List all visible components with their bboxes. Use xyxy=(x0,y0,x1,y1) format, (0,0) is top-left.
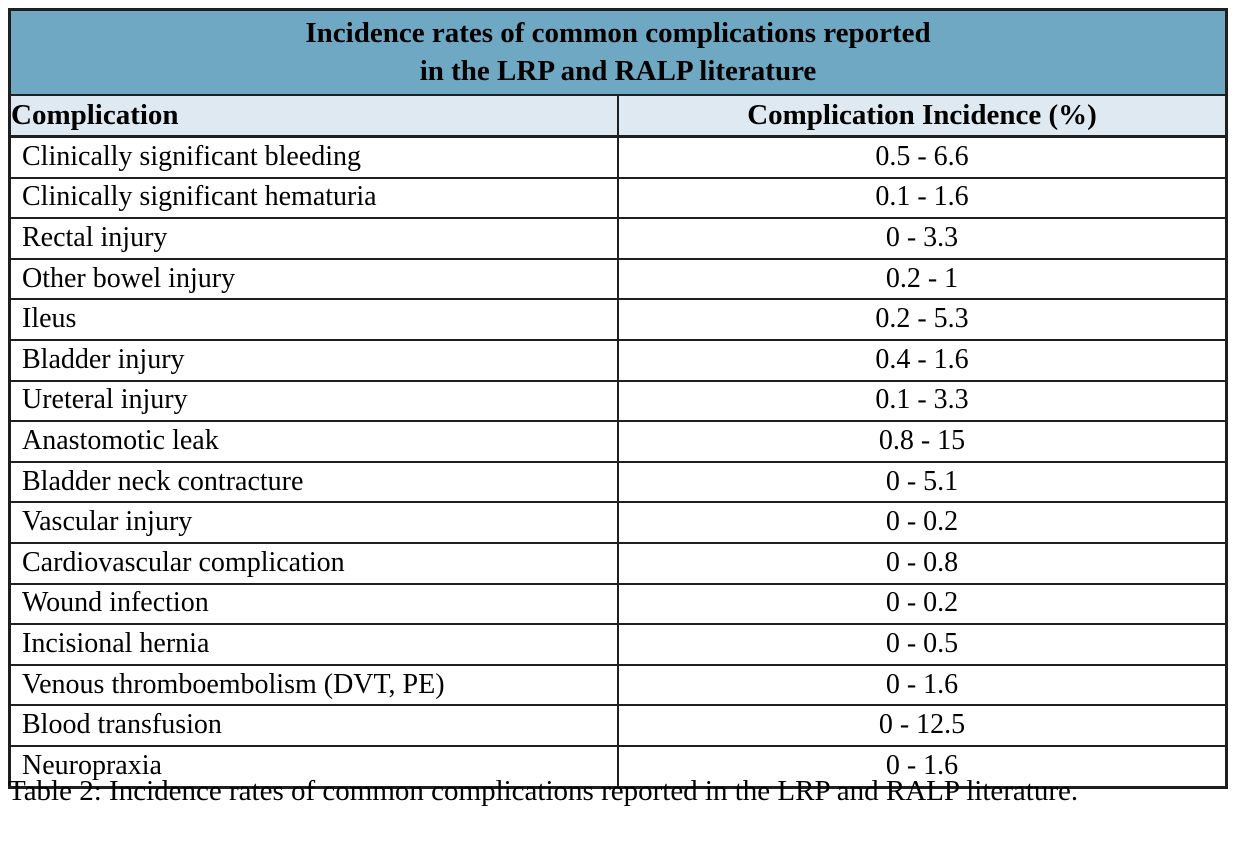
incidence-cell: 0.2 - 5.3 xyxy=(617,298,1228,341)
incidence-cell: 0.5 - 6.6 xyxy=(617,135,1228,179)
complication-cell: Blood transfusion xyxy=(8,704,619,747)
incidence-cell: 0 - 5.1 xyxy=(617,460,1228,504)
column-header-row: Complication Complication Incidence (%) xyxy=(8,94,1228,138)
complication-cell: Ureteral injury xyxy=(8,379,619,423)
incidence-cell: 0 - 1.6 xyxy=(617,744,1228,789)
incidence-cell: 0 - 1.6 xyxy=(617,663,1228,707)
incidence-cell: 0 - 0.2 xyxy=(617,501,1228,544)
table-row: Cardiovascular complication 0 - 0.8 xyxy=(8,541,1228,585)
complication-cell: Vascular injury xyxy=(8,501,619,544)
table-row: Blood transfusion 0 - 12.5 xyxy=(8,704,1228,747)
complication-cell: Cardiovascular complication xyxy=(8,541,619,585)
table-title-line-1: Incidence rates of common complications … xyxy=(305,17,931,49)
table-row: Neuropraxia 0 - 1.6 xyxy=(8,744,1228,789)
table-row: Bladder injury 0.4 - 1.6 xyxy=(8,338,1228,382)
complications-table: Incidence rates of common complications … xyxy=(8,8,1228,789)
table-row: Venous thromboembolism (DVT, PE) 0 - 1.6 xyxy=(8,663,1228,707)
complication-cell: Neuropraxia xyxy=(8,744,619,789)
incidence-cell: 0 - 0.2 xyxy=(617,582,1228,626)
table-row: Ureteral injury 0.1 - 3.3 xyxy=(8,379,1228,423)
table-title: Incidence rates of common complications … xyxy=(8,8,1228,96)
incidence-cell: 0 - 12.5 xyxy=(617,704,1228,747)
complication-cell: Bladder injury xyxy=(8,338,619,382)
column-header-incidence: Complication Incidence (%) xyxy=(617,94,1228,138)
incidence-cell: 0 - 3.3 xyxy=(617,217,1228,260)
incidence-cell: 0.8 - 15 xyxy=(617,420,1228,463)
complication-cell: Clinically significant hematuria xyxy=(8,176,619,220)
incidence-cell: 0.4 - 1.6 xyxy=(617,338,1228,382)
table-row: Vascular injury 0 - 0.2 xyxy=(8,501,1228,544)
incidence-cell: 0.1 - 1.6 xyxy=(617,176,1228,220)
complication-cell: Incisional hernia xyxy=(8,623,619,666)
table-row: Other bowel injury 0.2 - 1 xyxy=(8,257,1228,301)
complication-cell: Bladder neck contracture xyxy=(8,460,619,504)
table-title-row: Incidence rates of common complications … xyxy=(8,8,1228,96)
complication-cell: Clinically significant bleeding xyxy=(8,135,619,179)
table-row: Wound infection 0 - 0.2 xyxy=(8,582,1228,626)
table-row: Ileus 0.2 - 5.3 xyxy=(8,298,1228,341)
table-row: Clinically significant hematuria 0.1 - 1… xyxy=(8,176,1228,220)
incidence-cell: 0.2 - 1 xyxy=(617,257,1228,301)
column-header-complication: Complication xyxy=(8,94,619,138)
complication-cell: Anastomotic leak xyxy=(8,420,619,463)
table-row: Rectal injury 0 - 3.3 xyxy=(8,217,1228,260)
complication-cell: Other bowel injury xyxy=(8,257,619,301)
complication-cell: Venous thromboembolism (DVT, PE) xyxy=(8,663,619,707)
complication-cell: Rectal injury xyxy=(8,217,619,260)
complication-cell: Ileus xyxy=(8,298,619,341)
table-row: Clinically significant bleeding 0.5 - 6.… xyxy=(8,135,1228,179)
incidence-cell: 0 - 0.5 xyxy=(617,623,1228,666)
table-row: Bladder neck contracture 0 - 5.1 xyxy=(8,460,1228,504)
table-row: Incisional hernia 0 - 0.5 xyxy=(8,623,1228,666)
incidence-cell: 0.1 - 3.3 xyxy=(617,379,1228,423)
table-title-line-2: in the LRP and RALP literature xyxy=(419,55,817,87)
incidence-cell: 0 - 0.8 xyxy=(617,541,1228,585)
complication-cell: Wound infection xyxy=(8,582,619,626)
table-row: Anastomotic leak 0.8 - 15 xyxy=(8,420,1228,463)
table-caption: Table 2: Incidence rates of common compl… xyxy=(8,775,1079,807)
